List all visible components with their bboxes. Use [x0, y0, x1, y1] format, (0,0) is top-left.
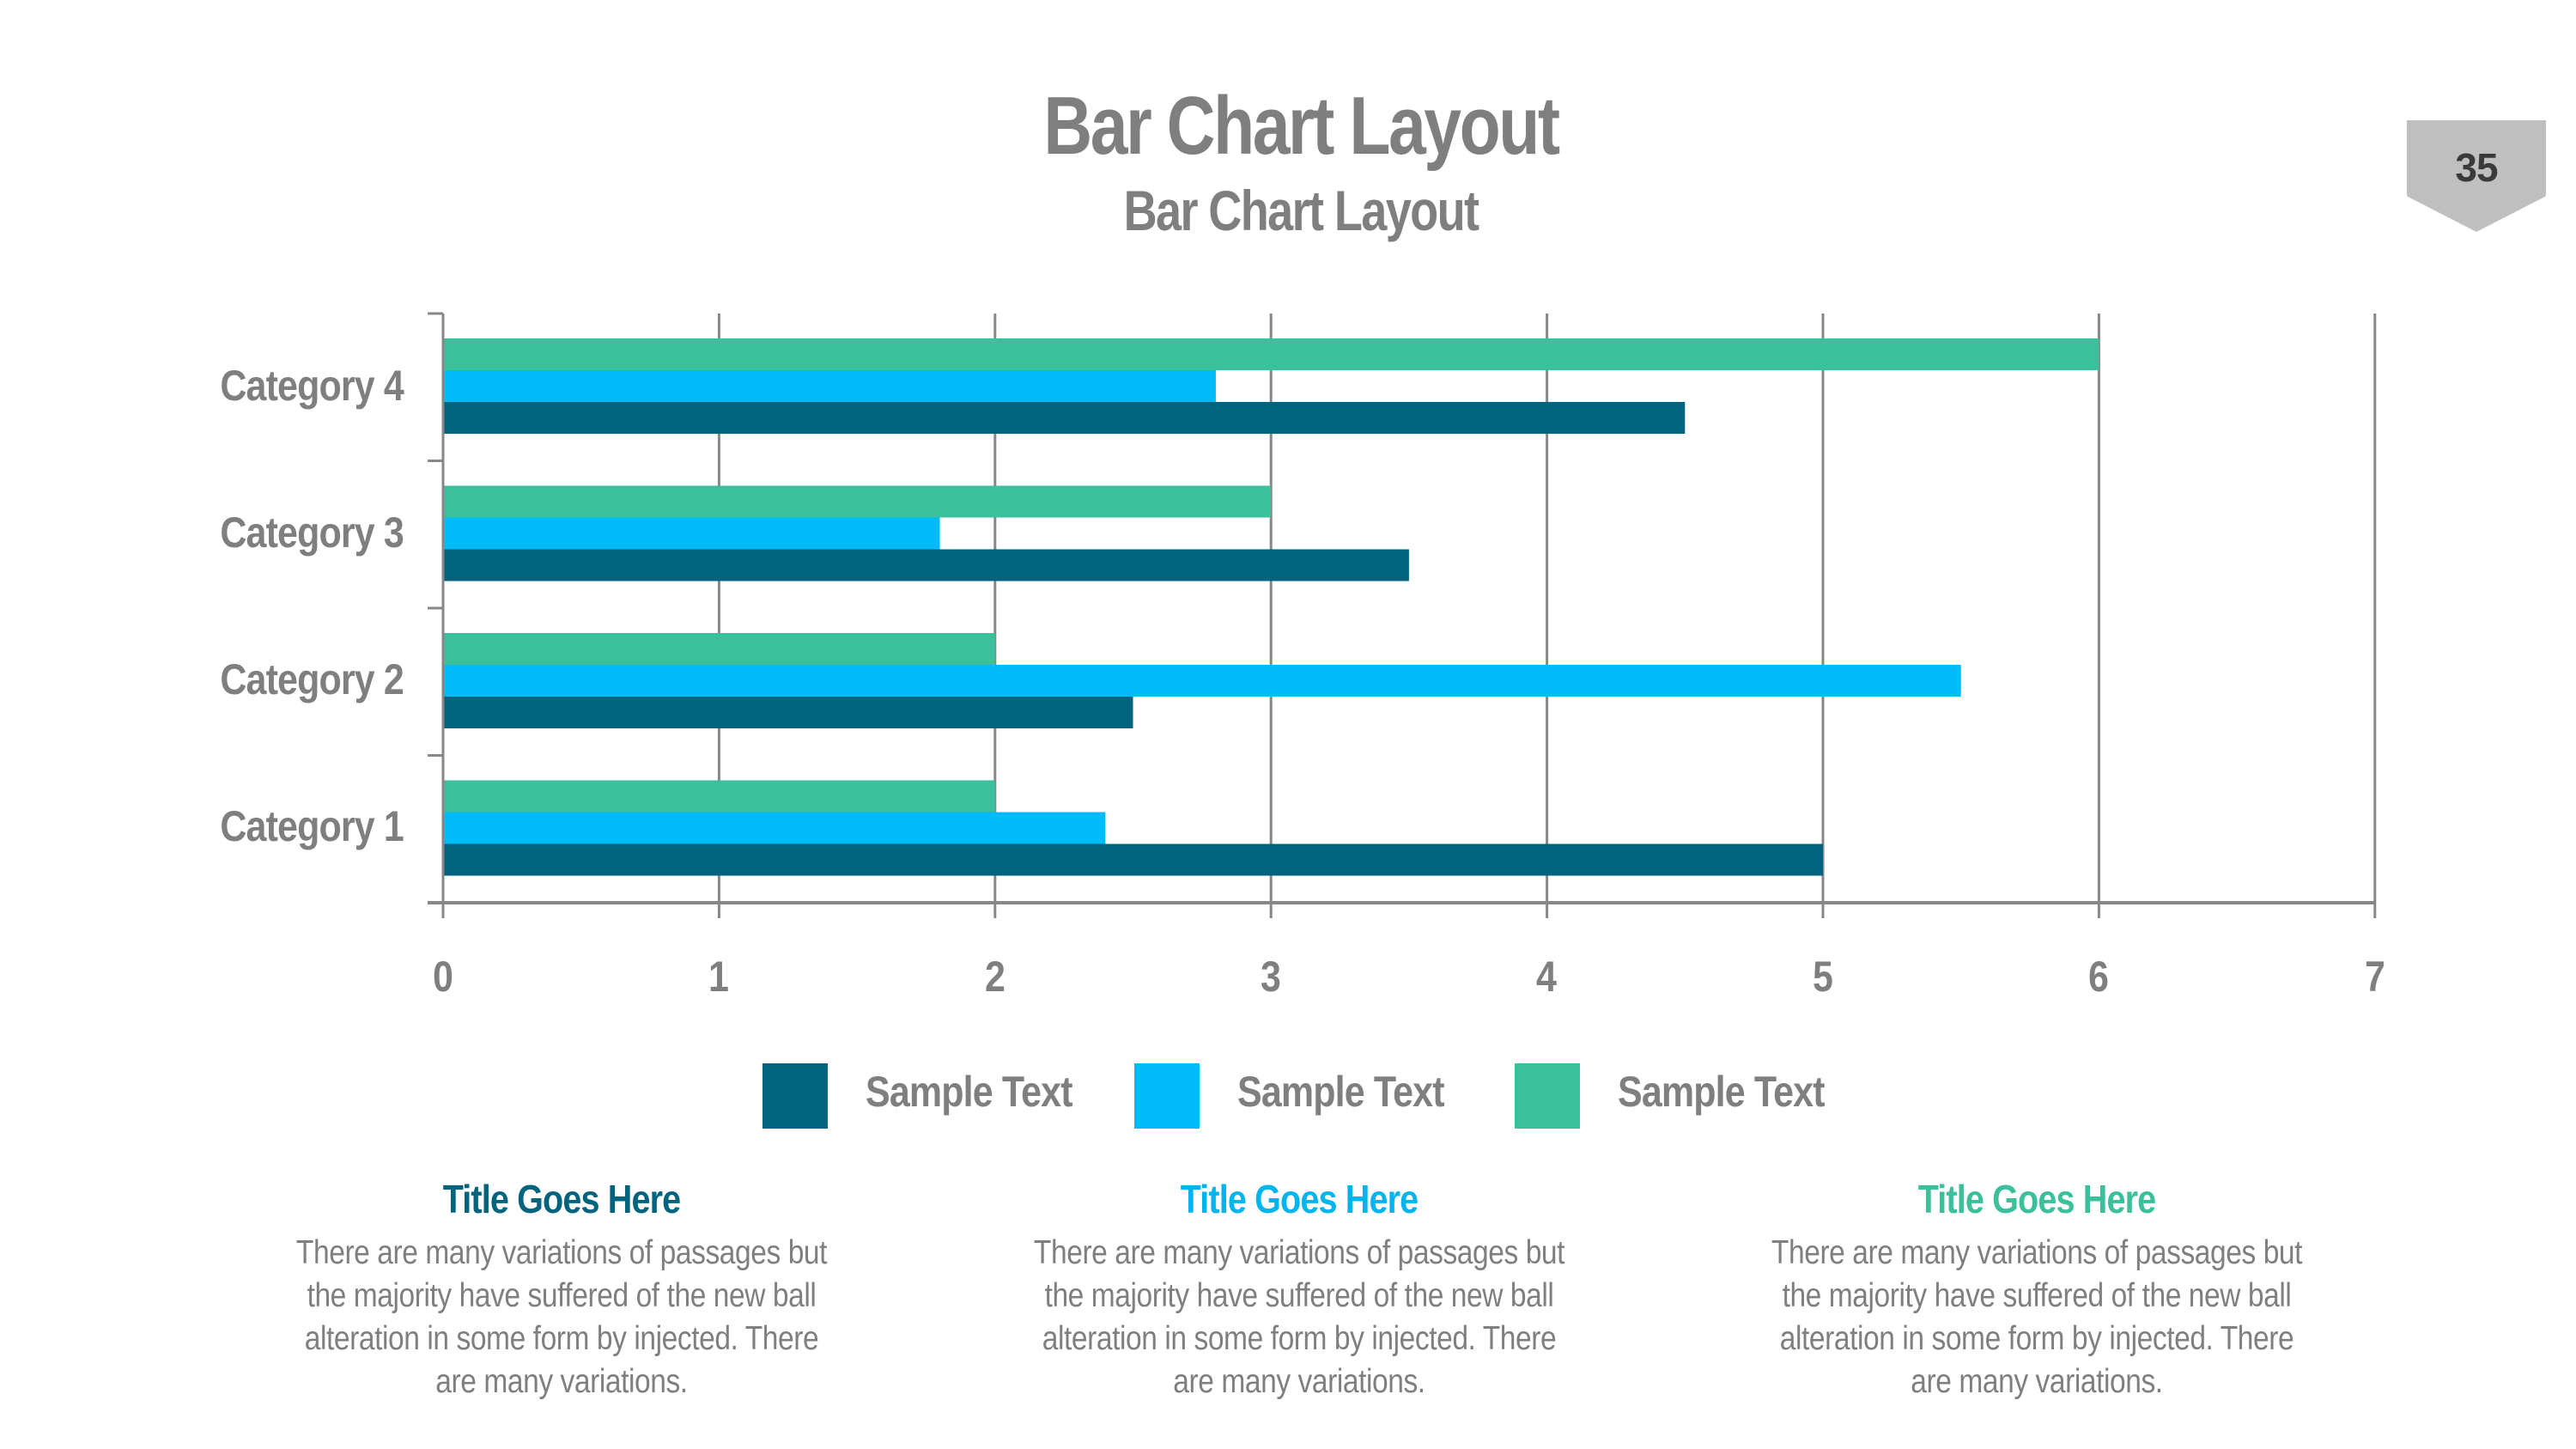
- legend-swatch: [1515, 1063, 1580, 1129]
- legend-swatch: [1134, 1063, 1200, 1129]
- page-number: 35: [2455, 145, 2498, 190]
- chart-legend: Sample Text Sample Text Sample Text: [0, 1062, 2576, 1130]
- x-tick-label: 2: [985, 953, 1005, 1001]
- page-subtitle: Bar Chart Layout: [1123, 179, 1479, 242]
- x-tick-label: 4: [1536, 953, 1557, 1001]
- column-body: There are many variations of passages bu…: [1771, 1234, 2303, 1400]
- bar: [443, 517, 940, 550]
- text-column-2: Title Goes Here There are many variation…: [973, 1173, 1625, 1403]
- x-tick-label: 7: [2365, 953, 2385, 1001]
- legend-label: Sample Text: [1237, 1068, 1445, 1116]
- bar: [443, 665, 1961, 697]
- text-column-1: Title Goes Here There are many variation…: [235, 1173, 888, 1403]
- text-column-3: Title Goes Here There are many variation…: [1710, 1173, 2363, 1403]
- column-title: Title Goes Here: [1917, 1177, 2156, 1221]
- x-tick-label: 1: [708, 953, 729, 1001]
- bar: [443, 485, 1272, 518]
- bar: [443, 338, 2099, 370]
- bar: [443, 633, 995, 665]
- bar: [443, 370, 1216, 402]
- category-label: Category 3: [220, 508, 404, 557]
- x-tick-label: 6: [2088, 953, 2109, 1001]
- legend-label: Sample Text: [866, 1068, 1073, 1116]
- x-tick-label: 5: [1813, 953, 1833, 1001]
- column-body: There are many variations of passages bu…: [295, 1234, 828, 1400]
- column-title: Title Goes Here: [1180, 1177, 1419, 1221]
- bar: [443, 697, 1133, 728]
- legend-swatch: [762, 1063, 828, 1129]
- bar: [443, 843, 1823, 876]
- column-body: There are many variations of passages bu…: [1033, 1234, 1565, 1400]
- bar: [443, 780, 995, 813]
- column-title: Title Goes Here: [442, 1177, 681, 1221]
- x-tick-label: 0: [433, 953, 453, 1001]
- category-label: Category 4: [220, 362, 404, 410]
- page-title: Bar Chart Layout: [1043, 80, 1560, 172]
- bar: [443, 812, 1106, 844]
- category-label: Category 1: [220, 802, 404, 850]
- bar: [443, 402, 1686, 434]
- legend-label: Sample Text: [1618, 1068, 1826, 1116]
- x-tick-label: 3: [1261, 953, 1281, 1001]
- category-label: Category 2: [220, 655, 404, 703]
- bar: [443, 549, 1409, 581]
